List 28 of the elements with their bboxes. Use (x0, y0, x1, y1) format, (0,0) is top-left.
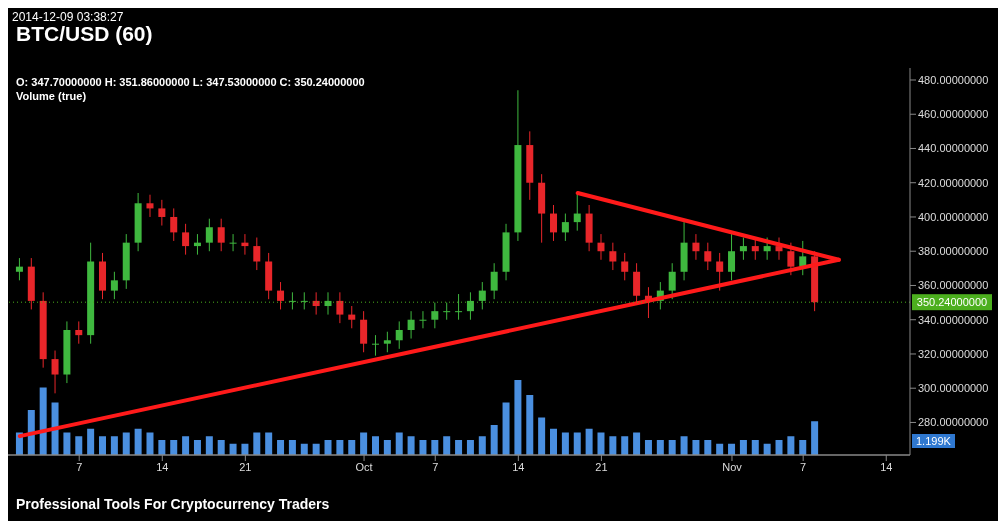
chart-title: BTC/USD (60) (16, 22, 153, 46)
x-tick-label: 14 (512, 460, 525, 473)
annotation: Volume (true) (16, 90, 87, 102)
y-tick-label: 480.00000000 (918, 73, 989, 86)
y-tick-label: 300.00000000 (918, 382, 989, 395)
x-tick-label: Oct (355, 460, 373, 473)
x-tick-label: 7 (800, 460, 807, 473)
x-tick-label: Nov (722, 460, 743, 473)
y-tick-label: 460.00000000 (918, 108, 989, 121)
text: 1.199K (912, 434, 955, 448)
x-tick-label: 21 (239, 460, 252, 473)
annotation: O: 347.70000000 H: 351.86000000 L: 347.53000000 C: 350.24000000 (16, 76, 365, 88)
y-tick-label: 360.00000000 (918, 279, 989, 292)
ref-line-label: 350.24000000 (916, 296, 988, 309)
chart-subtitle: 2014-12-09 03:38:27 (12, 10, 124, 24)
y-tick-label: 280.00000000 (918, 416, 989, 429)
text: Professional Tools For Cryptocurrency Traders (16, 496, 330, 512)
x-tick-label: 21 (595, 460, 608, 473)
y-tick-label: 380.00000000 (918, 245, 989, 258)
y-tick-label: 400.00000000 (918, 210, 989, 223)
y-tick-label: 440.00000000 (918, 142, 989, 155)
x-tick-label: 7 (76, 460, 83, 473)
x-tick-label: 14 (880, 460, 893, 473)
x-tick-label: 14 (156, 460, 169, 473)
y-tick-label: 420.00000000 (918, 176, 989, 189)
y-tick-label: 320.00000000 (918, 347, 989, 360)
y-tick-label: 340.00000000 (918, 313, 989, 326)
x-tick-label: 7 (432, 460, 439, 473)
